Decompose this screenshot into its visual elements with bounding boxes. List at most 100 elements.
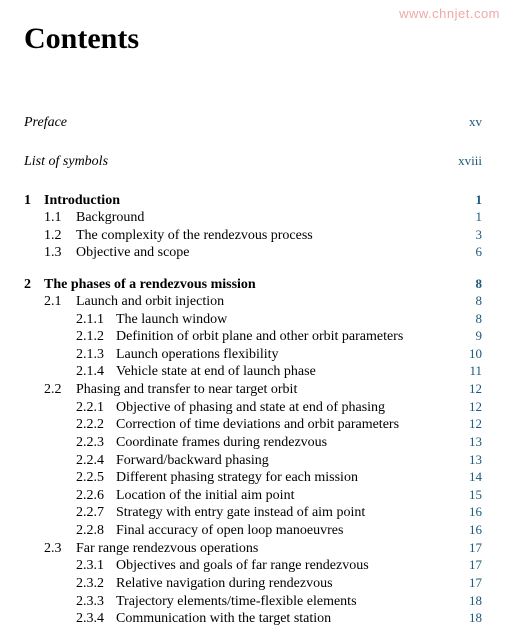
subsection-row: 2.2.6Location of the initial aim point15 — [24, 487, 482, 505]
section-row: 2.1Launch and orbit injection8 — [24, 293, 482, 311]
subsection-title: Location of the initial aim point — [116, 487, 462, 505]
subsection-row: 2.2.4Forward/backward phasing13 — [24, 452, 482, 470]
section-number: 2.2 — [44, 381, 76, 399]
section-title: The complexity of the rendezvous process — [76, 227, 462, 245]
section-number: 1.1 — [44, 209, 76, 227]
subsection-row: 2.2.8Final accuracy of open loop manoeuv… — [24, 522, 482, 540]
section-page: 3 — [462, 227, 482, 243]
section-row: 2.2Phasing and transfer to near target o… — [24, 381, 482, 399]
chapter-number: 1 — [24, 193, 44, 209]
subsection-number: 2.2.1 — [76, 399, 116, 417]
chapter-page: 8 — [462, 276, 482, 292]
subsection-title: Correction of time deviations and orbit … — [116, 416, 462, 434]
subsection-number: 2.3.1 — [76, 557, 116, 575]
section-title: Launch and orbit injection — [76, 293, 462, 311]
section-page: 6 — [462, 244, 482, 260]
subsection-title: Objectives and goals of far range rendez… — [116, 557, 462, 575]
chapter-number: 2 — [24, 277, 44, 293]
chapter-row: 2The phases of a rendezvous mission8 — [24, 276, 482, 293]
subsection-title: Communication with the target station — [116, 610, 462, 628]
subsection-title: The launch window — [116, 311, 462, 329]
subsection-title: Final accuracy of open loop manoeuvres — [116, 522, 462, 540]
section-number: 1.2 — [44, 227, 76, 245]
section-page: 8 — [462, 293, 482, 309]
frontmatter-page: xv — [469, 114, 482, 130]
subsection-title: Objective of phasing and state at end of… — [116, 399, 462, 417]
chapter-block: 2The phases of a rendezvous mission82.1L… — [24, 276, 482, 628]
subsection-number: 2.2.2 — [76, 416, 116, 434]
subsection-row: 2.1.2Definition of orbit plane and other… — [24, 328, 482, 346]
section-page: 1 — [462, 209, 482, 225]
section-title: Objective and scope — [76, 244, 462, 262]
subsection-number: 2.2.5 — [76, 469, 116, 487]
frontmatter-row: List of symbols xviii — [24, 153, 482, 170]
subsection-page: 8 — [462, 311, 482, 327]
subsection-title: Vehicle state at end of launch phase — [116, 363, 462, 381]
section-number: 2.1 — [44, 293, 76, 311]
subsection-row: 2.3.1Objectives and goals of far range r… — [24, 557, 482, 575]
subsection-title: Relative navigation during rendezvous — [116, 575, 462, 593]
frontmatter-title: Preface — [24, 115, 67, 131]
subsection-number: 2.2.4 — [76, 452, 116, 470]
frontmatter-title: List of symbols — [24, 154, 108, 170]
subsection-number: 2.3.4 — [76, 610, 116, 628]
chapter-row: 1Introduction1 — [24, 192, 482, 209]
subsection-number: 2.1.1 — [76, 311, 116, 329]
subsection-page: 16 — [462, 522, 482, 538]
subsection-number: 2.2.3 — [76, 434, 116, 452]
subsection-page: 11 — [462, 363, 482, 379]
subsection-row: 2.2.2Correction of time deviations and o… — [24, 416, 482, 434]
subsection-row: 2.2.7Strategy with entry gate instead of… — [24, 504, 482, 522]
frontmatter-row: Preface xv — [24, 114, 482, 131]
section-row: 2.3Far range rendezvous operations17 — [24, 540, 482, 558]
section-title: Background — [76, 209, 462, 227]
subsection-title: Strategy with entry gate instead of aim … — [116, 504, 462, 522]
chapter-block: 1Introduction11.1Background11.2The compl… — [24, 192, 482, 262]
subsection-title: Forward/backward phasing — [116, 452, 462, 470]
subsection-page: 15 — [462, 487, 482, 503]
subsection-title: Trajectory elements/time-flexible elemen… — [116, 593, 462, 611]
subsection-row: 2.2.5Different phasing strategy for each… — [24, 469, 482, 487]
section-number: 1.3 — [44, 244, 76, 262]
subsection-row: 2.3.2Relative navigation during rendezvo… — [24, 575, 482, 593]
frontmatter-page: xviii — [458, 153, 482, 169]
subsection-page: 13 — [462, 452, 482, 468]
subsection-page: 18 — [462, 610, 482, 626]
subsection-page: 17 — [462, 557, 482, 573]
subsection-number: 2.3.3 — [76, 593, 116, 611]
subsection-number: 2.2.8 — [76, 522, 116, 540]
subsection-row: 2.2.1Objective of phasing and state at e… — [24, 399, 482, 417]
section-title: Phasing and transfer to near target orbi… — [76, 381, 462, 399]
subsection-page: 14 — [462, 469, 482, 485]
subsection-row: 2.1.1The launch window8 — [24, 311, 482, 329]
subsection-title: Different phasing strategy for each miss… — [116, 469, 462, 487]
subsection-number: 2.2.6 — [76, 487, 116, 505]
subsection-title: Coordinate frames during rendezvous — [116, 434, 462, 452]
subsection-page: 13 — [462, 434, 482, 450]
subsection-page: 17 — [462, 575, 482, 591]
subsection-page: 18 — [462, 593, 482, 609]
watermark-text: www.chnjet.com — [399, 6, 500, 21]
section-row: 1.2The complexity of the rendezvous proc… — [24, 227, 482, 245]
subsection-row: 2.2.3Coordinate frames during rendezvous… — [24, 434, 482, 452]
subsection-page: 10 — [462, 346, 482, 362]
section-row: 1.3Objective and scope6 — [24, 244, 482, 262]
chapters-list: 1Introduction11.1Background11.2The compl… — [24, 192, 482, 628]
subsection-row: 2.3.3Trajectory elements/time-flexible e… — [24, 593, 482, 611]
subsection-number: 2.3.2 — [76, 575, 116, 593]
frontmatter-list: Preface xv List of symbols xviii — [24, 114, 482, 170]
chapter-title: Introduction — [44, 193, 462, 209]
subsection-page: 12 — [462, 399, 482, 415]
subsection-page: 9 — [462, 328, 482, 344]
subsection-number: 2.2.7 — [76, 504, 116, 522]
subsection-title: Launch operations flexibility — [116, 346, 462, 364]
contents-heading: Contents — [24, 22, 482, 56]
subsection-title: Definition of orbit plane and other orbi… — [116, 328, 462, 346]
section-title: Far range rendezvous operations — [76, 540, 462, 558]
chapter-page: 1 — [462, 192, 482, 208]
subsection-number: 2.1.2 — [76, 328, 116, 346]
subsection-page: 16 — [462, 504, 482, 520]
section-row: 1.1Background1 — [24, 209, 482, 227]
subsection-row: 2.3.4Communication with the target stati… — [24, 610, 482, 628]
section-page: 17 — [462, 540, 482, 556]
